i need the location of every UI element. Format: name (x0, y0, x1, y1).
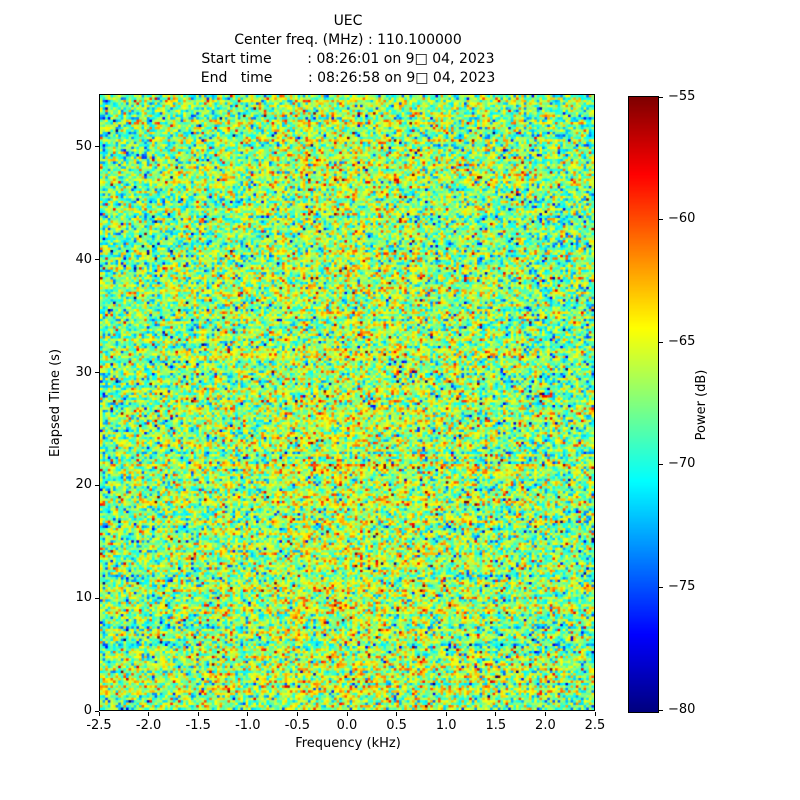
colorbar-tick (659, 341, 663, 343)
x-tick-label: 0.0 (336, 718, 358, 733)
title-block: UEC Center freq. (MHz) : 110.100000 Star… (100, 12, 596, 88)
x-tick-label: 2.5 (584, 718, 606, 733)
y-tick-label: 0 (83, 703, 92, 718)
colorbar-tick-label: −80 (668, 701, 696, 717)
y-tick-label: 40 (75, 251, 92, 267)
colorbar-gradient (629, 97, 658, 712)
y-tick (95, 146, 99, 148)
colorbar-tick (659, 219, 663, 221)
x-tick-label: -1.5 (185, 718, 211, 733)
x-tick-label: -2.5 (86, 718, 112, 733)
y-tick (95, 259, 99, 261)
start-time-line: Start time : 08:26:01 on 9□ 04, 2023 (201, 51, 495, 67)
x-tick (594, 712, 596, 716)
x-tick (197, 712, 199, 716)
colorbar-tick (659, 709, 663, 711)
plot-title: UEC (333, 13, 363, 29)
x-tick (445, 712, 447, 716)
y-tick (95, 597, 99, 599)
colorbar-tick (659, 96, 663, 98)
x-tick (346, 712, 348, 716)
colorbar-label: Power (dB) (694, 369, 709, 441)
x-tick (148, 712, 150, 716)
colorbar-tick-label: −65 (668, 333, 696, 349)
x-tick-label: -2.0 (135, 718, 162, 733)
colorbar-tick-label: −55 (668, 88, 696, 104)
colorbar (628, 96, 659, 713)
center-freq-line: Center freq. (MHz) : 110.100000 (234, 32, 462, 48)
spectrogram-heatmap (100, 95, 594, 710)
end-time-line: End time : 08:26:58 on 9□ 04, 2023 (200, 70, 496, 86)
colorbar-tick-label: −75 (668, 578, 696, 594)
colorbar-tick (659, 586, 663, 588)
y-axis-label: Elapsed Time (s) (48, 348, 63, 458)
x-tick (247, 712, 249, 716)
x-tick (98, 712, 100, 716)
y-tick (95, 484, 99, 486)
y-tick (95, 372, 99, 374)
x-tick-label: 0.5 (386, 718, 407, 733)
y-tick-label: 10 (75, 590, 92, 606)
x-tick (396, 712, 398, 716)
y-tick-label: 50 (75, 138, 92, 154)
colorbar-tick (659, 464, 663, 466)
x-tick-label: -0.5 (284, 718, 311, 733)
x-tick-label: -1.0 (235, 718, 261, 733)
colorbar-tick-label: −60 (668, 211, 696, 227)
colorbar-tick-label: −70 (668, 456, 696, 472)
x-tick (544, 712, 546, 716)
x-tick-label: 2.0 (535, 718, 556, 733)
x-tick (495, 712, 497, 716)
plot-area (99, 94, 595, 711)
x-tick-label: 1.5 (485, 718, 507, 733)
x-tick-label: 1.0 (435, 718, 457, 733)
x-axis-label: Frequency (kHz) (295, 736, 401, 751)
y-tick-label: 30 (75, 364, 92, 380)
x-tick (296, 712, 298, 716)
y-tick (95, 710, 99, 712)
y-tick-label: 20 (75, 477, 92, 493)
